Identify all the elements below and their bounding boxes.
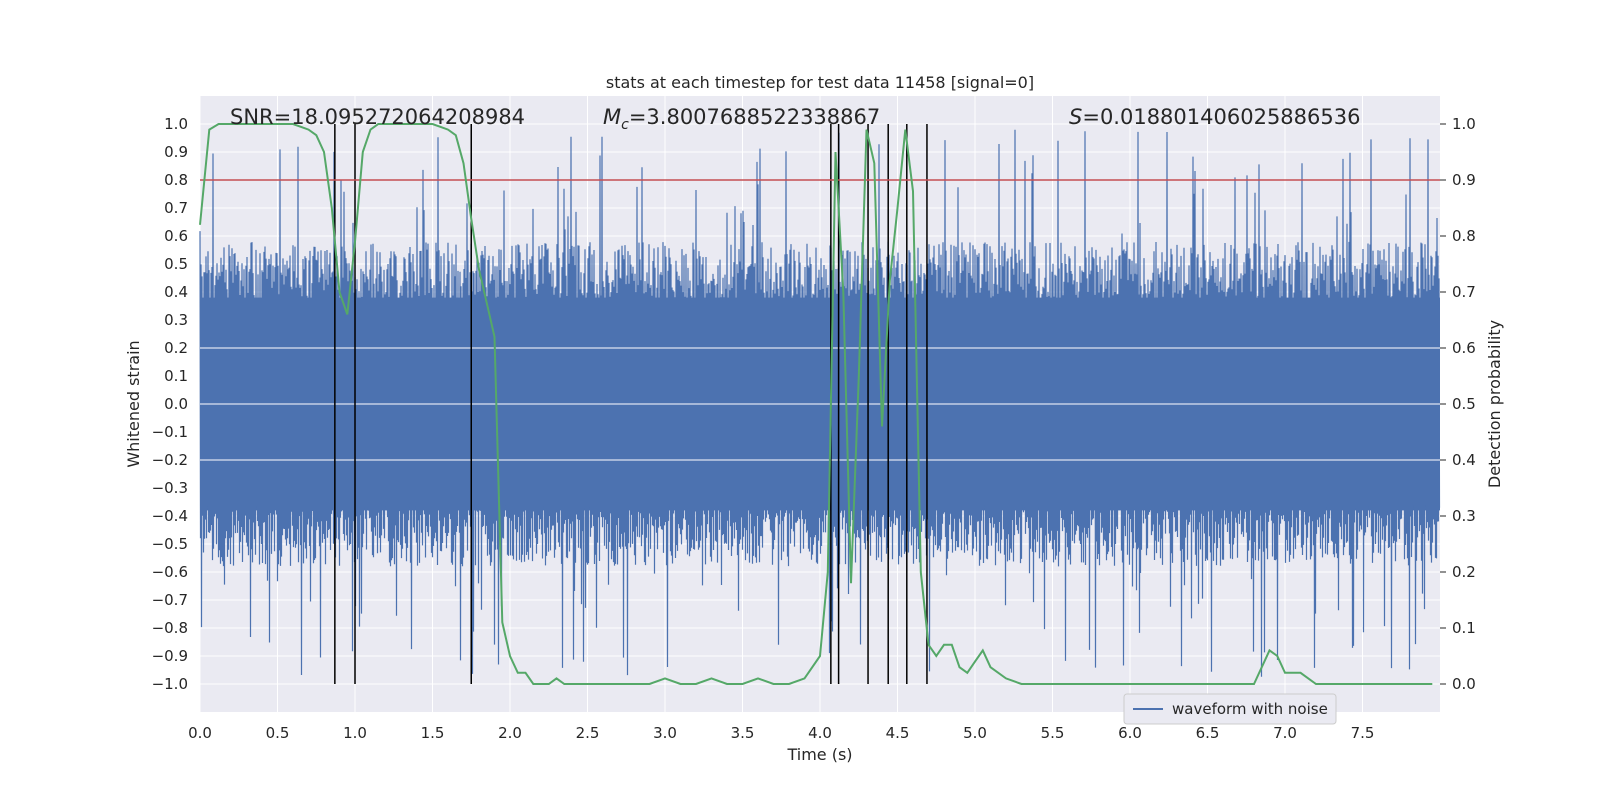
s-annotation: S=0.018801406025886536 — [1069, 105, 1360, 129]
detection-probability-line — [199, 123, 1433, 685]
y-tick-label: 0.4 — [164, 283, 188, 301]
y2-tick-label: 0.5 — [1452, 395, 1476, 413]
y2-tick-label: 0.3 — [1452, 507, 1476, 525]
x-tick-label: 4.0 — [808, 724, 832, 742]
x-tick-label: 7.5 — [1351, 724, 1375, 742]
y-tick-label: 0.3 — [164, 311, 188, 329]
y-tick-label: −0.5 — [152, 535, 188, 553]
x-tick-label: 3.5 — [731, 724, 755, 742]
y-tick-label: −0.7 — [152, 591, 188, 609]
legend: waveform with noise — [1123, 693, 1337, 725]
y2-tick-labels: 1.0 0.9 0.8 0.7 0.6 0.5 0.4 0.3 0.2 0.1 0.0 — [1440, 115, 1476, 693]
y-tick-label: −0.4 — [152, 507, 188, 525]
mc-annotation: Mc=3.8007688522338867 — [603, 105, 880, 133]
x-tick-label: 2.5 — [576, 724, 600, 742]
y2-tick-label: 0.7 — [1452, 283, 1476, 301]
y-tick-label: −0.9 — [152, 647, 188, 665]
x-tick-label: 2.0 — [498, 724, 522, 742]
y-tick-label: −0.2 — [152, 451, 188, 469]
y2-tick-label: 0.1 — [1452, 619, 1476, 637]
y2-tick-label: 0.6 — [1452, 339, 1476, 357]
y-tick-label: −1.0 — [152, 675, 188, 693]
s-symbol: S — [1069, 105, 1082, 129]
x-tick-label: 3.0 — [653, 724, 677, 742]
x-tick-label: 5.5 — [1041, 724, 1065, 742]
mc-subscript: c — [621, 117, 629, 133]
y2-axis-label: Detection probability — [1485, 320, 1504, 488]
y2-tick-label: 0.8 — [1452, 227, 1476, 245]
y-tick-label: 0.0 — [164, 395, 188, 413]
x-axis-label: Time (s) — [786, 745, 852, 764]
y-tick-label: 0.2 — [164, 339, 188, 357]
y2-tick-label: 0.4 — [1452, 451, 1476, 469]
x-tick-label: 0.5 — [266, 724, 290, 742]
x-tick-label: 1.0 — [343, 724, 367, 742]
legend-box — [1123, 693, 1337, 725]
y2-tick-label: 0.2 — [1452, 563, 1476, 581]
y2-tick-label: 0.0 — [1452, 675, 1476, 693]
mc-symbol: M — [603, 105, 621, 129]
x-tick-label: 0.0 — [188, 724, 212, 742]
y-tick-label: −0.6 — [152, 563, 188, 581]
s-value: =0.018801406025886536 — [1082, 105, 1360, 129]
y-tick-label: −0.3 — [152, 479, 188, 497]
x-tick-label: 1.5 — [421, 724, 445, 742]
y-axis-label: Whitened strain — [124, 340, 143, 467]
y-tick-label: 0.9 — [164, 143, 188, 161]
x-tick-label: 6.5 — [1196, 724, 1220, 742]
y2-tick-label: 0.9 — [1452, 171, 1476, 189]
x-tick-label: 7.0 — [1273, 724, 1297, 742]
y-tick-label: 0.1 — [164, 367, 188, 385]
y-tick-label: 0.6 — [164, 227, 188, 245]
y-tick-label: 0.8 — [164, 171, 188, 189]
y-tick-label: −0.1 — [152, 423, 188, 441]
chart-title: stats at each timestep for test data 114… — [606, 73, 1034, 92]
x-tick-label: 6.0 — [1118, 724, 1142, 742]
y-tick-label: 1.0 — [164, 115, 188, 133]
y-tick-labels: 1.0 0.9 0.8 0.7 0.6 0.5 0.4 0.3 0.2 0.1 0.0 −0.1 −0.… — [152, 115, 188, 693]
y-tick-label: 0.7 — [164, 199, 188, 217]
snr-annotation: SNR=18.095272064208984 — [230, 105, 525, 129]
mc-value: =3.8007688522338867 — [629, 105, 880, 129]
y-tick-label: −0.8 — [152, 619, 188, 637]
x-tick-labels: 0.0 0.5 1.0 1.5 2.0 2.5 3.0 3.5 4.0 4.5 5.0 5.5 6.0 6… — [188, 724, 1374, 742]
y2-tick-label: 1.0 — [1452, 115, 1476, 133]
x-tick-label: 4.5 — [886, 724, 910, 742]
y-tick-label: 0.5 — [164, 255, 188, 273]
legend-label: waveform with noise — [1172, 700, 1328, 718]
waveform-series — [199, 129, 1441, 677]
x-tick-label: 5.0 — [963, 724, 987, 742]
